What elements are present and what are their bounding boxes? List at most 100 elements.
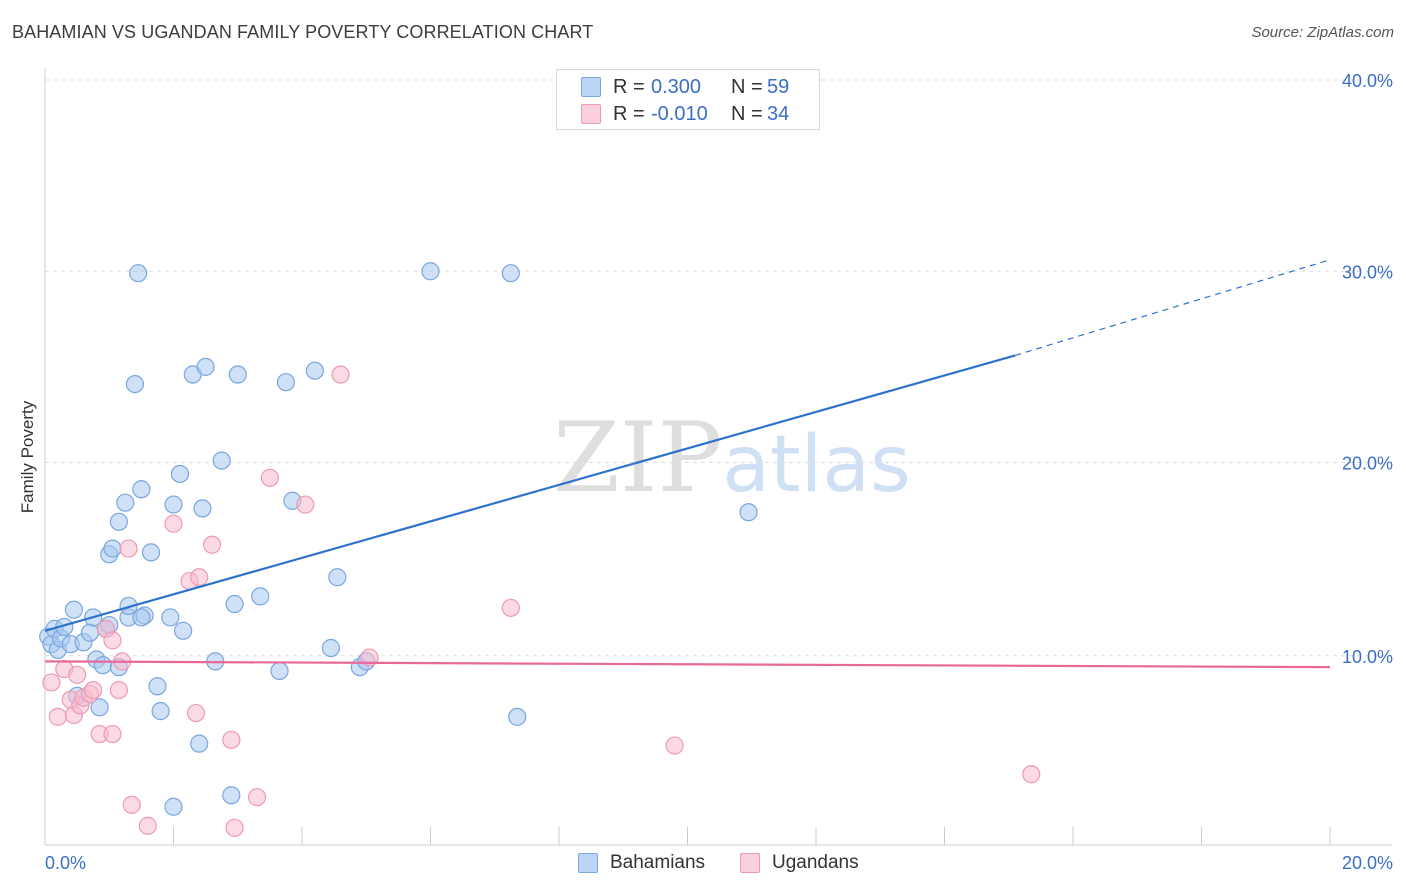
series-legend: Bahamians Ugandans — [0, 852, 1406, 876]
correlation-legend: R = 0.300 N = 59 R = -0.010 N = 34 — [556, 69, 820, 130]
y-axis-label: Family Poverty — [18, 400, 37, 514]
chart-title: BAHAMIAN VS UGANDAN FAMILY POVERTY CORRE… — [12, 22, 594, 42]
data-point — [260, 468, 279, 487]
data-point — [508, 707, 527, 726]
data-point — [247, 788, 267, 807]
data-point — [68, 665, 87, 684]
data-point — [222, 786, 241, 805]
data-point — [109, 680, 128, 700]
data-point — [42, 673, 61, 692]
data-point — [190, 568, 209, 587]
data-point — [161, 608, 180, 627]
data-point — [84, 680, 103, 700]
data-point — [331, 365, 350, 384]
legend-r-label: R = — [613, 75, 645, 98]
x-tick-label-min: 0.0% — [45, 853, 86, 873]
watermark: ZIPatlas — [553, 402, 911, 514]
legend-label-bahamians: Bahamians — [610, 852, 706, 873]
data-point — [103, 631, 122, 650]
legend-swatch-blue — [581, 77, 601, 97]
y-tick-label: 30.0% — [1342, 262, 1393, 282]
y-tick-label: 40.0% — [1342, 71, 1393, 91]
data-point — [93, 656, 112, 675]
data-point — [116, 493, 135, 512]
watermark-atlas: atlas — [722, 420, 911, 510]
data-point — [501, 264, 520, 283]
data-point — [225, 594, 244, 614]
bahamians-trend-line — [44, 354, 1016, 632]
data-point — [212, 451, 231, 470]
data-point — [164, 797, 183, 816]
data-point — [129, 264, 148, 283]
legend-item-ugandans[interactable]: Ugandans — [740, 852, 859, 874]
data-point — [122, 795, 141, 814]
legend-r-value: -0.010 — [651, 102, 708, 125]
data-point — [739, 503, 758, 522]
data-point — [1022, 765, 1041, 784]
y-tick-label: 20.0% — [1342, 454, 1393, 474]
data-point — [421, 262, 440, 281]
data-point — [125, 374, 145, 394]
legend-r-value: 0.300 — [651, 75, 702, 98]
data-point — [228, 365, 247, 384]
data-point — [64, 600, 84, 619]
data-point — [190, 734, 209, 753]
data-point — [174, 621, 193, 640]
data-point — [305, 361, 324, 380]
legend-n-value: 34 — [767, 102, 790, 125]
data-point — [186, 703, 206, 723]
grid-lines — [45, 79, 1392, 657]
data-point — [90, 698, 109, 717]
legend-n-label: N = — [731, 75, 763, 98]
data-point — [225, 818, 244, 837]
data-point — [119, 539, 138, 558]
legend-swatch-pink — [740, 853, 760, 873]
data-point — [80, 623, 100, 642]
legend-item-bahamians[interactable]: Bahamians — [578, 852, 705, 874]
data-point — [222, 730, 241, 749]
data-point — [132, 480, 151, 499]
data-point — [296, 495, 315, 514]
data-point — [196, 357, 215, 376]
data-point — [202, 535, 222, 554]
legend-row-ugandans: R = -0.010 N = 34 — [581, 102, 789, 126]
tick-labels: 10.0% 20.0% 30.0% 40.0% 0.0% 20.0% — [45, 71, 1393, 873]
data-point — [109, 512, 128, 531]
data-point — [193, 499, 212, 518]
data-point — [132, 608, 151, 627]
legend-swatch-blue — [578, 853, 598, 873]
data-point — [251, 587, 270, 606]
x-tick-label-max: 20.0% — [1342, 853, 1393, 873]
trend-lines — [44, 259, 1331, 669]
watermark-zip: ZIP — [553, 402, 723, 514]
data-point — [151, 702, 170, 721]
legend-swatch-pink — [581, 104, 601, 124]
data-point — [665, 736, 684, 755]
data-point — [48, 707, 67, 726]
ugandans-trend-line — [44, 660, 1331, 669]
data-point — [119, 596, 138, 616]
data-point — [164, 514, 183, 533]
source-label[interactable]: Source: ZipAtlas.com — [1251, 24, 1394, 41]
data-point — [276, 373, 296, 392]
data-point — [170, 464, 190, 484]
data-point — [103, 724, 122, 744]
data-point — [328, 568, 347, 587]
legend-r-label: R = — [613, 102, 645, 125]
data-point — [138, 816, 157, 835]
axes — [44, 68, 1392, 846]
data-point — [270, 661, 289, 681]
data-point — [103, 539, 122, 558]
bahamians-trend-extension — [1015, 259, 1331, 356]
y-tick-label: 10.0% — [1342, 647, 1393, 667]
data-point — [148, 677, 167, 696]
legend-row-bahamians: R = 0.300 N = 59 — [581, 75, 789, 99]
legend-label-ugandans: Ugandans — [772, 852, 859, 873]
legend-n-value: 59 — [767, 75, 790, 98]
data-point — [501, 598, 520, 617]
bahamians-points — [39, 262, 758, 816]
data-point — [141, 543, 161, 562]
legend-n-label: N = — [731, 102, 763, 125]
data-point — [321, 638, 341, 658]
